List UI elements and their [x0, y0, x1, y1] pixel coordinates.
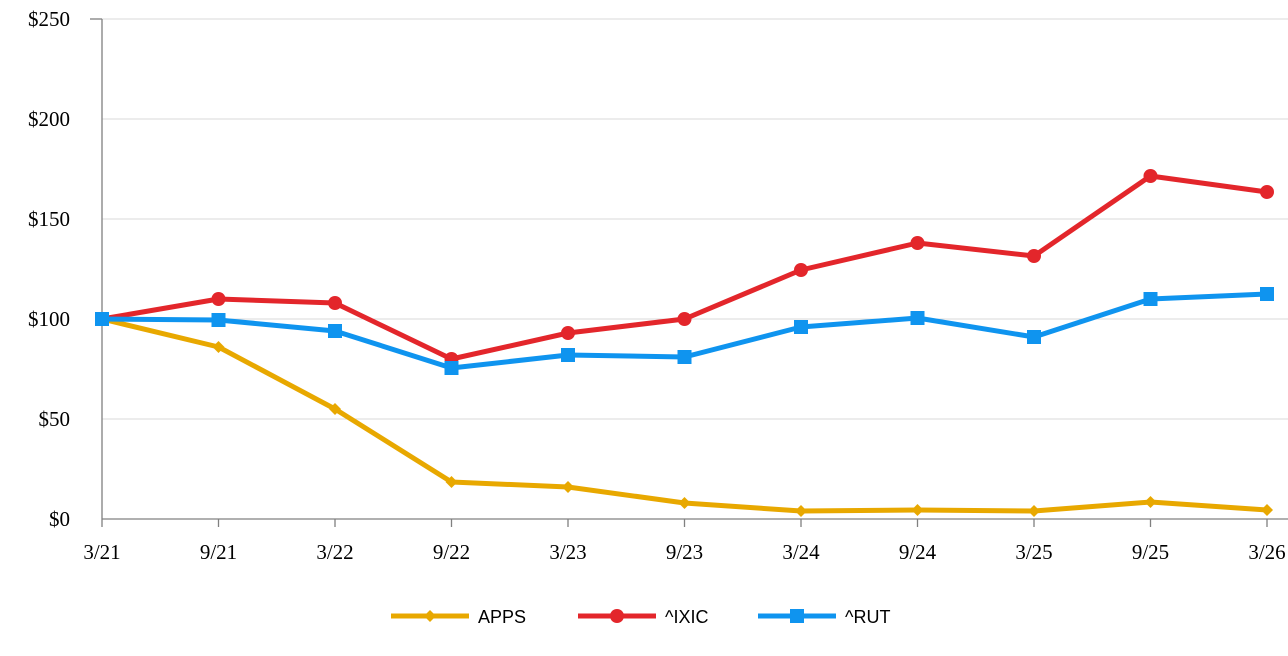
x-tick-label: 9/24 — [899, 540, 937, 564]
data-point-ixic — [1143, 169, 1158, 183]
data-point-apps — [678, 497, 691, 509]
data-point-apps — [562, 481, 574, 493]
x-tick-label: 3/22 — [316, 540, 353, 564]
data-point-ixic — [328, 296, 342, 310]
data-point-apps — [1144, 496, 1157, 508]
data-point-rut — [677, 350, 692, 364]
data-point-rut — [794, 320, 808, 334]
legend-label: APPS — [478, 607, 526, 627]
data-point-rut — [1143, 292, 1158, 306]
data-point-ixic — [677, 312, 692, 326]
x-tick-label: 3/24 — [782, 540, 820, 564]
data-point-rut — [1027, 330, 1041, 344]
data-point-ixic — [910, 236, 925, 250]
series-rut — [95, 287, 1274, 375]
data-point-rut — [95, 312, 109, 326]
data-point-rut — [211, 313, 226, 327]
data-point-ixic — [794, 263, 808, 277]
y-tick-label: $150 — [28, 207, 70, 231]
x-tick-label: 3/25 — [1015, 540, 1052, 564]
data-point-apps — [911, 504, 924, 516]
series-ixic — [95, 169, 1274, 366]
data-point-ixic — [1260, 185, 1274, 199]
y-tick-label: $0 — [49, 507, 70, 531]
legend-label: ^RUT — [845, 607, 890, 627]
data-point-rut — [910, 311, 925, 325]
data-point-rut — [328, 324, 342, 338]
x-tick-label: 9/25 — [1132, 540, 1169, 564]
x-tick-labels: 3/21 9/21 3/22 9/22 3/23 9/23 3/24 9/24 3/25 9/25… — [83, 540, 1285, 564]
legend-marker — [610, 609, 624, 623]
data-point-rut — [444, 361, 459, 375]
y-tick-label: $200 — [28, 107, 70, 131]
legend-item-ixic: ^IXIC — [578, 607, 708, 627]
data-point-apps — [329, 403, 341, 415]
x-tick-label: 9/21 — [200, 540, 237, 564]
data-point-ixic — [1027, 249, 1041, 263]
legend: APPS ^IXIC ^RUT — [391, 607, 890, 627]
series-apps — [96, 313, 1273, 517]
data-point-ixic — [211, 292, 226, 306]
legend-marker — [424, 610, 436, 622]
series-line-ixic — [99, 173, 1270, 362]
data-point-rut — [1260, 287, 1274, 301]
legend-item-apps: APPS — [391, 607, 526, 627]
y-tick-labels: $0 $50 $100 $150 $200 $250 — [28, 7, 70, 531]
grid-lines — [102, 18, 1288, 420]
data-point-apps — [795, 505, 807, 517]
axes — [90, 18, 1288, 527]
x-tick-label: 3/21 — [83, 540, 120, 564]
y-tick-label: $50 — [39, 407, 71, 431]
data-point-apps — [1028, 505, 1040, 517]
data-point-ixic — [561, 326, 575, 340]
legend-item-rut: ^RUT — [758, 607, 890, 627]
y-tick-label: $250 — [28, 7, 70, 31]
x-tick-label: 3/23 — [549, 540, 586, 564]
legend-label: ^IXIC — [665, 607, 708, 627]
data-point-apps — [212, 341, 225, 353]
data-point-apps — [1261, 504, 1273, 516]
data-point-apps — [445, 476, 458, 488]
series-line-apps — [99, 316, 1270, 514]
legend-marker — [790, 609, 804, 623]
x-tick-label: 9/23 — [666, 540, 703, 564]
x-tick-label: 9/22 — [433, 540, 470, 564]
series-group — [95, 169, 1274, 517]
data-point-rut — [561, 348, 575, 362]
x-tick-label: 3/26 — [1248, 540, 1285, 564]
y-tick-label: $100 — [28, 307, 70, 331]
